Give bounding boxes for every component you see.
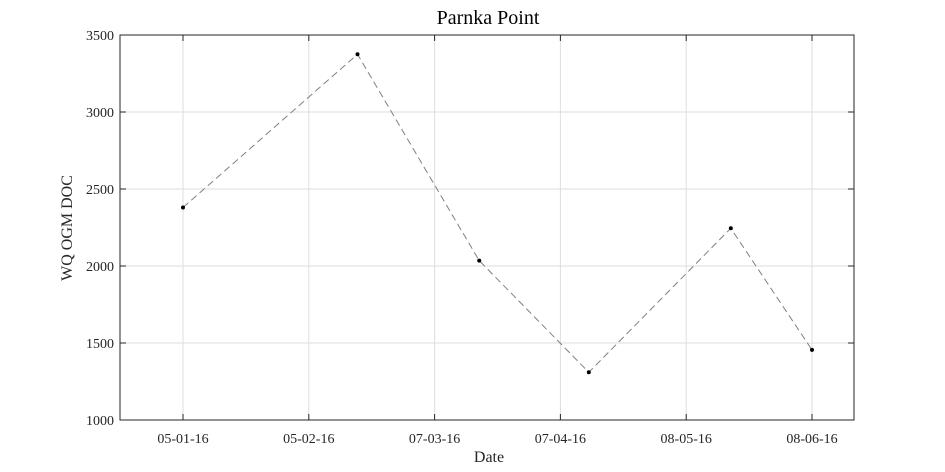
y-tick-label: 3500	[86, 29, 114, 44]
series-line	[182, 53, 813, 374]
y-axis-label: WQ OGM DOC	[59, 175, 76, 281]
x-tick-label: 07-04-16	[535, 432, 586, 447]
grid	[120, 34, 854, 421]
y-tick-label: 2500	[86, 183, 114, 198]
x-tick-label: 05-01-16	[157, 432, 208, 447]
data-point	[728, 226, 733, 231]
data-point	[810, 347, 814, 352]
data-point	[586, 370, 591, 375]
plot-area	[119, 34, 855, 421]
x-axis-label: Date	[474, 449, 504, 466]
y-tick-label: 3000	[86, 106, 114, 121]
chart-title: Parnka Point	[437, 7, 540, 29]
x-tick-label: 05-02-16	[283, 432, 334, 447]
data-point	[181, 205, 185, 210]
x-tick-label: 08-05-16	[661, 432, 712, 447]
y-tick-label: 2000	[86, 260, 114, 275]
data-point	[355, 52, 360, 57]
data-point	[477, 258, 482, 263]
y-tick-label: 1500	[86, 337, 114, 352]
series-group	[181, 52, 814, 375]
x-tick-label: 07-03-16	[409, 432, 460, 447]
y-tick-label: 1000	[86, 414, 114, 429]
axis-ticks: 1000 1500 2000 2500 3000 3500 05-01-16 05-02-16…	[86, 29, 854, 447]
x-tick-label: 08-06-16	[786, 432, 837, 447]
